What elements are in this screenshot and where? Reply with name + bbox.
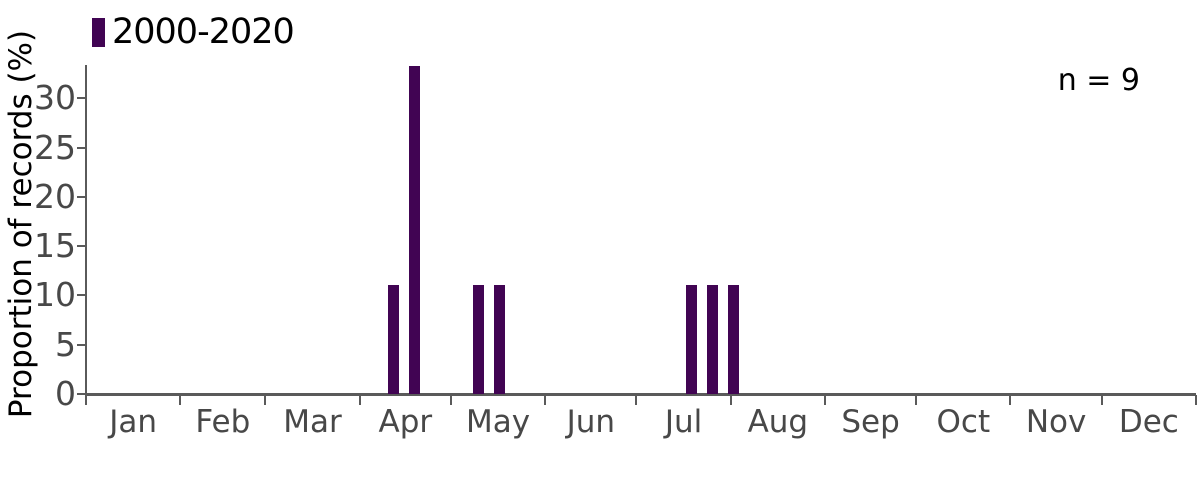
x-axis-month-label: Feb (195, 404, 251, 440)
y-tick-mark (77, 146, 85, 149)
x-axis-month-label: May (466, 404, 531, 440)
y-tick-mark (77, 294, 85, 297)
bar (706, 284, 718, 394)
y-tick-label: 10 (34, 275, 76, 315)
x-tick-mark (264, 395, 267, 405)
bar (728, 284, 740, 394)
y-tick-label: 15 (34, 226, 76, 266)
x-axis-month-label: Dec (1118, 404, 1179, 440)
x-axis-month-label: Sep (841, 404, 900, 440)
y-tick-label: 20 (34, 176, 76, 216)
x-axis-month-label: Oct (936, 404, 991, 440)
y-tick-mark (77, 195, 85, 198)
x-tick-mark (449, 395, 452, 405)
x-tick-mark (915, 395, 918, 405)
bar (685, 284, 697, 394)
y-axis-line (84, 65, 87, 396)
legend-swatch (92, 17, 105, 47)
x-tick-mark (1100, 395, 1103, 405)
y-tick-label: 25 (34, 127, 76, 167)
y-tick-mark (77, 245, 85, 248)
y-tick-mark (77, 393, 85, 395)
x-tick-mark (823, 395, 826, 405)
x-axis-month-label: Jan (109, 404, 158, 440)
x-axis-month-label: Mar (283, 404, 342, 440)
x-tick-mark (635, 395, 638, 405)
y-tick-mark (77, 343, 85, 346)
x-axis-month-label: Aug (747, 404, 809, 440)
x-axis-line (84, 393, 1196, 396)
x-tick-mark (729, 395, 732, 405)
bar (408, 65, 420, 394)
x-axis-month-label: Jun (566, 404, 616, 440)
y-tick-mark (77, 97, 85, 100)
x-axis-month-label: Nov (1025, 404, 1087, 440)
y-tick-label: 0 (55, 374, 76, 413)
x-tick-mark (85, 395, 87, 405)
bar (472, 284, 484, 394)
x-tick-mark (358, 395, 361, 405)
bar (387, 284, 399, 394)
x-tick-mark (544, 395, 547, 405)
x-axis-month-label: Apr (378, 404, 433, 440)
x-axis-month-label: Jul (664, 404, 703, 440)
y-tick-label: 30 (34, 78, 76, 118)
legend: 2000-2020 (92, 10, 295, 54)
bar (494, 284, 506, 394)
x-tick-mark (1009, 395, 1012, 405)
y-tick-label: 5 (55, 324, 76, 364)
x-tick-mark (179, 395, 182, 405)
legend-label: 2000-2020 (112, 12, 295, 52)
x-tick-mark (1195, 395, 1197, 405)
sample-size-annotation: n = 9 (1057, 63, 1140, 98)
